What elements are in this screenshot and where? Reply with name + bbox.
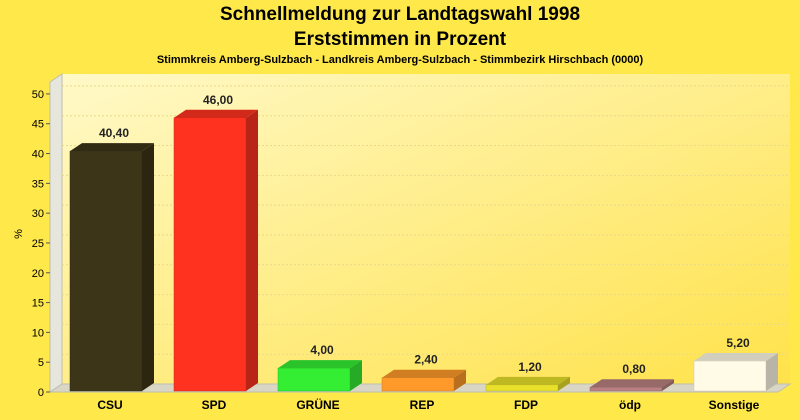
bar-front: [69, 150, 143, 392]
y-tick-label: 25: [32, 238, 44, 250]
x-category-label: ödp: [619, 398, 641, 412]
bar-top: [694, 353, 778, 361]
y-tick-label: 45: [32, 119, 44, 131]
bar-side: [558, 376, 570, 391]
bar-front: [381, 377, 455, 392]
y-tick-label: 40: [32, 149, 44, 161]
bar: [69, 143, 154, 392]
y-tick-label: 20: [32, 268, 44, 280]
bar-side: [454, 369, 466, 391]
x-category-label: SPD: [202, 398, 227, 412]
bar-front: [173, 117, 247, 392]
bar-top: [278, 360, 362, 369]
x-category-label: FDP: [514, 398, 538, 412]
bar-value-label: 5,20: [726, 336, 750, 350]
bar-value-label: 0,80: [622, 362, 646, 376]
chart-subtitle: Stimmkreis Amberg-Sulzbach - Landkreis A…: [156, 54, 644, 66]
y-tick-label: 50: [32, 89, 44, 101]
bar-front: [277, 367, 351, 392]
bar-front: [693, 360, 767, 392]
plot-side-wall: [49, 73, 63, 393]
bar-top: [70, 143, 154, 152]
y-tick-label: 15: [32, 298, 44, 310]
bar-side: [350, 360, 362, 391]
bar-top: [174, 109, 258, 118]
bar-side: [662, 379, 674, 391]
x-category-label: CSU: [97, 398, 122, 412]
x-category-label: REP: [410, 398, 435, 412]
bar-side: [766, 353, 778, 391]
plot-area: [62, 74, 790, 384]
chart-title-line1: Schnellmeldung zur Landtagswahl 1998: [219, 4, 581, 25]
bar: [381, 369, 466, 392]
bar-top: [382, 369, 466, 378]
bar: [277, 360, 362, 392]
x-category-label: GRÜNE: [296, 397, 339, 412]
y-tick-label: 35: [32, 178, 44, 190]
y-tick-label: 30: [32, 208, 44, 220]
chart-title-line2: Erststimmen in Prozent: [293, 29, 507, 50]
bar-value-label: 2,40: [414, 353, 438, 367]
bar-top: [590, 379, 674, 388]
bar-top: [486, 376, 570, 385]
bar-value-label: 46,00: [203, 93, 233, 107]
y-tick-label: 10: [32, 327, 44, 339]
bar: [693, 353, 778, 392]
bar-front: [485, 384, 559, 392]
bar-side: [142, 143, 154, 391]
y-tick-label: 0: [38, 387, 44, 399]
y-axis-label: %: [13, 229, 25, 239]
bar-value-label: 1,20: [518, 360, 542, 374]
bar-front: [589, 386, 663, 392]
x-category-label: Sonstige: [709, 398, 760, 412]
bar-value-label: 40,40: [99, 126, 129, 140]
bar: [589, 379, 674, 392]
bar: [173, 109, 258, 392]
y-tick-label: 5: [38, 357, 44, 369]
bar: [485, 376, 570, 392]
bar-value-label: 4,00: [310, 343, 334, 357]
bar-side: [246, 109, 258, 392]
